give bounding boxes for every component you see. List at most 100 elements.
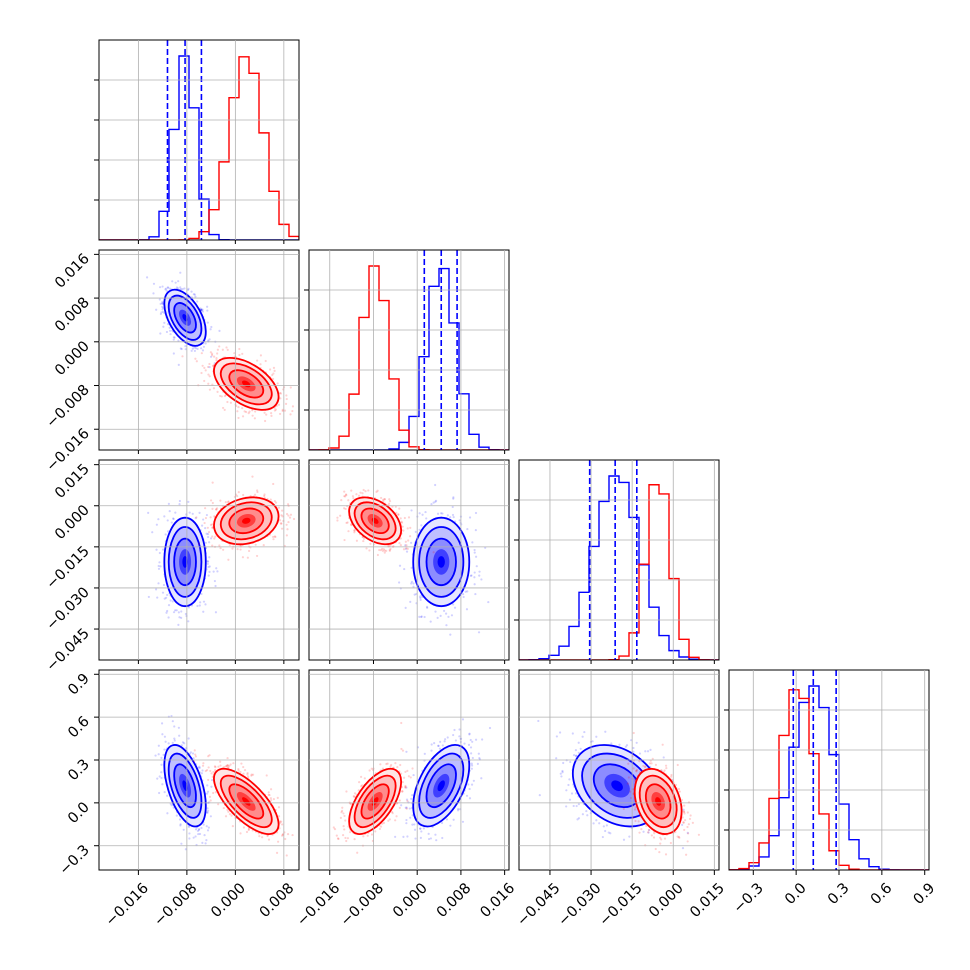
sample-point — [215, 359, 218, 362]
sample-point — [353, 529, 356, 532]
sample-point — [209, 537, 213, 540]
sample-point — [206, 807, 209, 810]
sample-point — [208, 541, 211, 544]
density-level — [437, 556, 445, 568]
sample-point — [277, 506, 281, 509]
sample-point — [220, 395, 223, 398]
sample-point — [157, 582, 160, 585]
sample-point — [163, 791, 166, 794]
sample-point — [202, 345, 206, 348]
sample-point — [254, 410, 257, 413]
sample-point — [432, 501, 435, 504]
sample-point — [434, 610, 437, 613]
sample-point — [215, 567, 218, 570]
sample-point — [273, 409, 276, 412]
sample-point — [223, 394, 227, 398]
sample-point — [418, 528, 421, 531]
sample-point — [269, 498, 272, 501]
sample-point — [344, 495, 347, 498]
sample-point — [163, 515, 166, 518]
sample-point — [413, 593, 416, 596]
sample-point — [442, 609, 446, 613]
sample-point — [158, 298, 161, 301]
sample-point — [171, 741, 174, 744]
histogram-series-0 — [519, 475, 719, 660]
sample-point — [208, 338, 211, 341]
sample-point — [162, 583, 166, 587]
sample-point — [269, 368, 272, 371]
sample-point — [376, 489, 379, 492]
sample-point — [202, 600, 206, 603]
sample-point — [409, 526, 412, 529]
sample-point — [222, 806, 225, 810]
sample-point — [280, 514, 283, 517]
sample-point — [347, 530, 350, 533]
sample-point — [285, 534, 288, 537]
sample-point — [187, 500, 190, 503]
sample-point — [272, 366, 276, 369]
sample-point — [168, 326, 171, 329]
sample-point — [404, 606, 407, 609]
sample-point — [403, 567, 406, 571]
sample-point — [236, 494, 239, 498]
sample-point — [239, 770, 242, 774]
sample-point — [412, 585, 415, 588]
sample-point — [165, 330, 169, 334]
sample-point — [204, 369, 207, 372]
sample-point — [214, 768, 217, 772]
sample-point — [212, 355, 216, 358]
sample-point — [405, 550, 409, 553]
sample-point — [347, 499, 350, 502]
sample-point — [224, 501, 227, 504]
sample-point — [164, 287, 168, 290]
sample-point — [405, 546, 408, 550]
sample-point — [202, 610, 205, 613]
sample-point — [201, 841, 204, 844]
sample-point — [156, 596, 159, 599]
sample-point — [473, 548, 476, 552]
sample-point — [480, 578, 483, 581]
sample-point — [191, 752, 195, 755]
sample-point — [241, 352, 244, 355]
sample-point — [213, 515, 216, 518]
sample-point — [196, 347, 199, 351]
sample-point — [241, 415, 245, 418]
sample-point — [165, 611, 168, 614]
contour-line — [167, 752, 203, 819]
sample-point — [179, 824, 182, 827]
sample-point — [187, 620, 190, 623]
sample-point — [288, 516, 292, 519]
sample-point — [154, 754, 157, 757]
sample-point — [382, 498, 385, 501]
sample-point — [412, 582, 415, 585]
sample-point — [473, 571, 476, 574]
sample-point — [161, 591, 165, 594]
sample-point — [287, 520, 290, 524]
sample-point — [160, 776, 163, 780]
panel-frame — [308, 459, 510, 661]
sample-point — [161, 302, 164, 305]
sample-point — [198, 765, 201, 768]
sample-point — [226, 764, 230, 767]
sample-point — [410, 509, 413, 512]
panel-0-0 — [94, 39, 300, 244]
sample-point — [397, 513, 400, 516]
panel-2-0 — [98, 459, 300, 664]
sample-point — [159, 565, 162, 568]
sample-point — [161, 285, 164, 288]
sample-point — [281, 515, 284, 518]
sample-point — [221, 406, 225, 410]
sample-point — [279, 392, 283, 395]
panel-3-0 — [98, 669, 300, 871]
sample-point — [343, 495, 346, 498]
sample-point — [239, 548, 242, 551]
panel-frame — [98, 459, 300, 661]
contour-line — [219, 501, 273, 541]
sample-point — [478, 570, 481, 573]
sample-point — [206, 790, 210, 793]
sample-point — [407, 516, 411, 519]
sample-point — [173, 336, 176, 339]
sample-point — [180, 616, 183, 620]
sample-point — [226, 501, 230, 504]
sample-point — [419, 598, 422, 601]
